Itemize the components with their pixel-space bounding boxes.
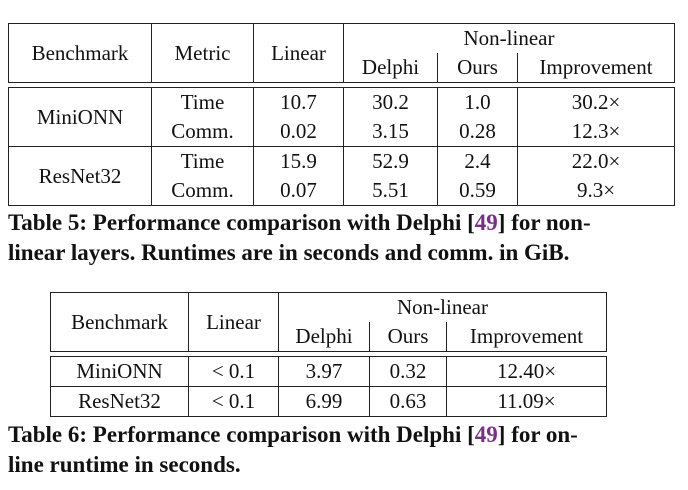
linear-cell: < 0.1 bbox=[188, 386, 279, 417]
header-improvement: Improvement bbox=[446, 322, 607, 352]
table-5-caption: Table 5: Performance comparison with Del… bbox=[8, 208, 591, 268]
benchmark-cell: ResNet32 bbox=[8, 146, 152, 206]
caption-text: ] for non- bbox=[497, 210, 591, 235]
caption-text: ] for on- bbox=[497, 422, 578, 447]
benchmark-cell: ResNet32 bbox=[50, 386, 189, 417]
improvement-cell: 30.2× bbox=[517, 87, 675, 117]
header-improvement: Improvement bbox=[517, 53, 675, 83]
improvement-cell: 22.0× bbox=[517, 146, 675, 176]
citation-link[interactable]: 49 bbox=[474, 210, 498, 235]
improvement-cell: 11.09× bbox=[446, 386, 607, 417]
metric-cell: Time bbox=[151, 87, 254, 117]
table-6-caption: Table 6: Performance comparison with Del… bbox=[8, 420, 578, 480]
delphi-cell: 30.2 bbox=[343, 87, 438, 117]
ours-cell: 0.59 bbox=[437, 176, 518, 206]
metric-cell: Comm. bbox=[151, 117, 254, 147]
header-metric: Metric bbox=[151, 23, 254, 83]
delphi-cell: 52.9 bbox=[343, 146, 438, 176]
improvement-cell: 9.3× bbox=[517, 176, 675, 206]
metric-cell: Time bbox=[151, 146, 254, 176]
header-nonlinear: Non-linear bbox=[278, 292, 607, 322]
metric-cell: Comm. bbox=[151, 176, 254, 206]
linear-cell: 0.02 bbox=[253, 117, 344, 147]
caption-text: line runtime in seconds. bbox=[8, 452, 241, 477]
ours-cell: 0.32 bbox=[369, 356, 447, 387]
delphi-cell: 3.15 bbox=[343, 117, 438, 147]
ours-cell: 2.4 bbox=[437, 146, 518, 176]
ours-cell: 1.0 bbox=[437, 87, 518, 117]
header-ours: Ours bbox=[437, 53, 518, 83]
caption-text: linear layers. Runtimes are in seconds a… bbox=[8, 240, 570, 265]
benchmark-cell: MiniONN bbox=[8, 87, 152, 147]
improvement-cell: 12.3× bbox=[517, 117, 675, 147]
header-linear: Linear bbox=[253, 23, 344, 83]
table-6: Benchmark Linear Non-linear Delphi Ours … bbox=[50, 292, 607, 417]
header-linear: Linear bbox=[188, 292, 279, 352]
header-benchmark: Benchmark bbox=[8, 23, 152, 83]
ours-cell: 0.28 bbox=[437, 117, 518, 147]
header-benchmark: Benchmark bbox=[50, 292, 189, 352]
header-ours: Ours bbox=[369, 322, 447, 352]
header-delphi: Delphi bbox=[343, 53, 438, 83]
citation-link[interactable]: 49 bbox=[474, 422, 498, 447]
header-nonlinear: Non-linear bbox=[343, 23, 675, 53]
linear-cell: < 0.1 bbox=[188, 356, 279, 387]
linear-cell: 0.07 bbox=[253, 176, 344, 206]
benchmark-cell: MiniONN bbox=[50, 356, 189, 387]
caption-text: Table 6: Performance comparison with Del… bbox=[8, 422, 475, 447]
ours-cell: 0.63 bbox=[369, 386, 447, 417]
delphi-cell: 6.99 bbox=[278, 386, 370, 417]
table-5: Benchmark Metric Linear Non-linear Delph… bbox=[8, 23, 675, 206]
improvement-cell: 12.40× bbox=[446, 356, 607, 387]
delphi-cell: 3.97 bbox=[278, 356, 370, 387]
header-delphi: Delphi bbox=[278, 322, 370, 352]
linear-cell: 10.7 bbox=[253, 87, 344, 117]
delphi-cell: 5.51 bbox=[343, 176, 438, 206]
caption-text: Table 5: Performance comparison with Del… bbox=[8, 210, 475, 235]
linear-cell: 15.9 bbox=[253, 146, 344, 176]
